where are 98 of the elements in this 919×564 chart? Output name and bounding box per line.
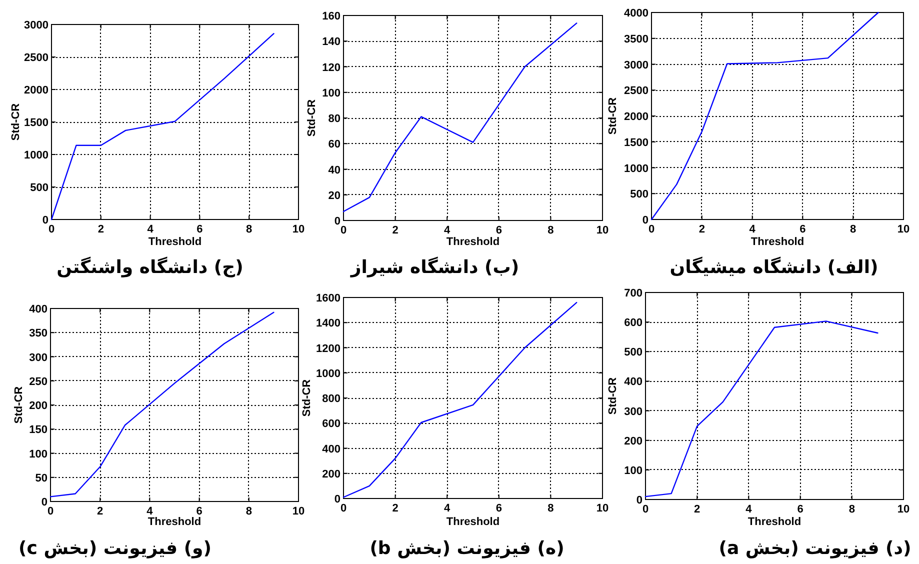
y-tick-label: 120 [322, 62, 340, 74]
y-tick-label: 3000 [624, 59, 648, 72]
text: (الف) دانشگاه میشیگان [670, 257, 878, 279]
y-axis-title: Std-CR [13, 386, 25, 424]
y-axis-title: Std-CR [607, 97, 619, 135]
x-tick-label: 2 [98, 224, 104, 236]
y-tick-label: 1000 [624, 162, 648, 175]
y-tick-label: 0 [334, 216, 340, 228]
y-axis-title: Std-CR [607, 377, 619, 415]
y-tick-label: 3000 [24, 20, 48, 32]
y-tick-label: 200 [624, 435, 642, 448]
x-tick-label: 2 [97, 506, 104, 518]
y-tick-label: 700 [624, 288, 642, 300]
y-tick-label: 100 [322, 87, 340, 100]
text: (ج) دانشگاه واشنگتن [56, 257, 244, 279]
y-tick-label: 40 [328, 164, 340, 176]
x-tick-label: 10 [596, 224, 609, 236]
text: (د) فیزیونت (بخش a) [718, 538, 912, 560]
x-axis-title: Threshold [446, 236, 500, 248]
text: (و) فیزیونت (بخش c) [18, 538, 212, 560]
x-tick-label: 8 [246, 506, 252, 518]
x-axis-title: Threshold [148, 516, 202, 528]
x-tick-label: 8 [548, 502, 554, 514]
x-tick-label: 4 [147, 224, 154, 236]
y-tick-label: 500 [630, 188, 648, 201]
x-tick-label: 6 [797, 504, 804, 516]
x-tick-label: 2 [694, 504, 700, 516]
x-tick-label: 8 [246, 224, 252, 236]
x-tick-label: 10 [596, 502, 609, 514]
text: (ب) دانشگاه شیراز [350, 257, 520, 279]
y-tick-label: 250 [29, 376, 48, 388]
y-axis-title: Std-CR [10, 103, 22, 141]
y-tick-label: 1000 [24, 150, 48, 162]
x-axis-title: Threshold [750, 236, 804, 248]
x-tick-label: 4 [749, 224, 756, 236]
y-tick-label: 80 [328, 113, 340, 125]
x-tick-label: 4 [444, 224, 452, 236]
y-tick-label: 200 [322, 468, 340, 480]
x-tick-label: 4 [746, 504, 753, 516]
x-tick-label: 8 [548, 224, 554, 236]
y-tick-label: 50 [35, 472, 48, 484]
y-tick-label: 1200 [316, 342, 340, 355]
y-tick-label: 0 [334, 494, 340, 506]
y-tick-label: 0 [42, 214, 48, 226]
y-tick-label: 300 [29, 352, 48, 364]
x-axis-title: Threshold [446, 516, 500, 528]
y-tick-label: 2000 [624, 111, 648, 123]
y-tick-label: 1400 [316, 318, 340, 330]
x-tick-label: 2 [392, 502, 398, 514]
y-tick-label: 20 [328, 190, 340, 202]
y-tick-label: 100 [29, 448, 48, 460]
y-tick-label: 1600 [316, 292, 340, 304]
x-tick-label: 10 [897, 224, 910, 236]
y-tick-label: 2500 [24, 52, 48, 64]
x-axis-title: Threshold [148, 236, 202, 248]
y-tick-label: 2000 [24, 84, 48, 96]
x-tick-label: 8 [850, 224, 856, 236]
y-tick-label: 500 [624, 346, 642, 359]
x-tick-label: 2 [392, 224, 398, 236]
y-tick-label: 3500 [624, 33, 648, 46]
y-tick-label: 200 [29, 400, 48, 412]
y-tick-label: 300 [624, 406, 642, 418]
x-tick-label: 6 [196, 506, 202, 518]
y-tick-label: 150 [29, 424, 48, 436]
y-tick-label: 60 [328, 138, 340, 151]
x-tick-label: 6 [196, 224, 203, 236]
y-tick-label: 0 [642, 214, 648, 226]
text: (ه) فیزیونت (بخش b) [370, 538, 564, 560]
x-tick-label: 10 [897, 504, 910, 516]
y-tick-label: 0 [636, 494, 642, 506]
x-tick-label: 4 [444, 502, 452, 514]
x-tick-label: 6 [496, 224, 502, 236]
x-tick-label: 6 [496, 502, 502, 514]
y-tick-label: 400 [624, 376, 642, 388]
y-tick-label: 500 [30, 182, 48, 194]
y-tick-label: 1000 [316, 368, 340, 380]
x-tick-label: 10 [292, 224, 305, 236]
y-axis-title: Std-CR [306, 99, 318, 137]
y-tick-label: 4000 [624, 8, 648, 20]
y-tick-label: 400 [322, 443, 340, 456]
x-tick-label: 2 [698, 224, 705, 236]
x-tick-label: 10 [292, 506, 305, 518]
x-tick-label: 8 [848, 504, 855, 516]
y-tick-label: 350 [29, 328, 48, 340]
y-tick-label: 160 [322, 10, 340, 22]
y-tick-label: 140 [322, 36, 340, 48]
y-tick-label: 800 [322, 393, 340, 405]
x-axis-title: Threshold [748, 516, 802, 528]
y-axis-title: Std-CR [301, 379, 313, 417]
y-tick-label: 400 [29, 304, 48, 316]
y-tick-label: 600 [322, 418, 340, 430]
y-tick-label: 100 [624, 464, 642, 477]
y-tick-label: 1500 [624, 136, 648, 149]
y-tick-label: 600 [624, 317, 642, 330]
y-tick-label: 2500 [624, 85, 648, 98]
x-tick-label: 4 [146, 506, 154, 518]
y-tick-label: 1500 [24, 117, 48, 129]
x-tick-label: 6 [800, 224, 806, 236]
